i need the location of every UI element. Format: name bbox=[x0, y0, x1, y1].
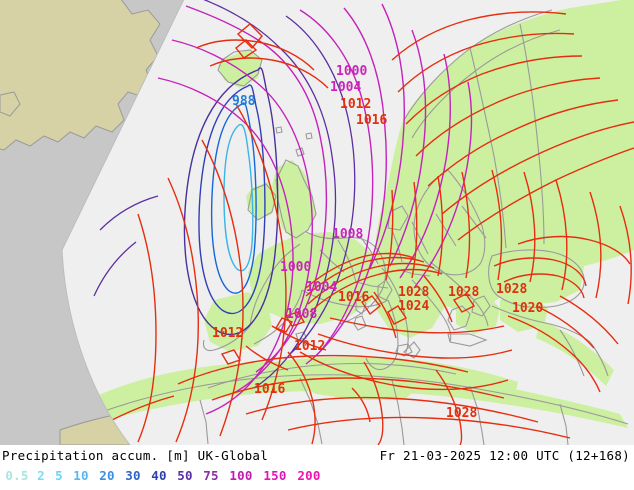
scale-tick-5: 5 bbox=[55, 468, 63, 483]
scale-tick-150: 150 bbox=[263, 468, 287, 483]
coastlines bbox=[95, 9, 629, 445]
isobar-label: 1004 bbox=[330, 80, 361, 95]
scale-tick-200: 200 bbox=[297, 468, 321, 483]
isobar-label: 1004 bbox=[306, 280, 337, 295]
scale-tick-40: 40 bbox=[151, 468, 167, 483]
isobar-label: 1016 bbox=[338, 290, 369, 305]
isobar-label: 1016 bbox=[356, 113, 387, 128]
isobar-label: 1028 bbox=[398, 285, 429, 300]
product-label: Precipitation accum. [m] UK-Global bbox=[2, 448, 269, 463]
isobar-label: 1008 bbox=[286, 307, 317, 322]
precip-colour-scale[interactable]: 0.5 2 5 10 20 30 40 50 75 100 150 200 bbox=[2, 468, 326, 483]
scale-tick-20: 20 bbox=[99, 468, 115, 483]
map-canvas[interactable]: 988 1000 1004 1012 1016 1008 1000 1004 1… bbox=[0, 0, 634, 445]
isobar-label: 1028 bbox=[496, 282, 527, 297]
isobar-label: 1012 bbox=[212, 326, 243, 341]
run-timestamp: Fr 21-03-2025 12:00 UTC (12+168) bbox=[379, 448, 630, 463]
scale-tick-75: 75 bbox=[203, 468, 219, 483]
isobar-label: 988 bbox=[232, 94, 256, 109]
precipitation-field bbox=[92, 0, 634, 428]
isobar-label: 1020 bbox=[512, 301, 543, 316]
scale-tick-30: 30 bbox=[125, 468, 141, 483]
scale-tick-0p5: 0.5 bbox=[5, 468, 29, 483]
isobar-label: 1012 bbox=[340, 97, 371, 112]
isobar-labels: 988 1000 1004 1012 1016 1008 1000 1004 1… bbox=[212, 64, 543, 421]
isobar-label: 1012 bbox=[294, 339, 325, 354]
isobar-purple bbox=[93, 0, 356, 389]
scale-tick-50: 50 bbox=[177, 468, 193, 483]
isobar-label: 1008 bbox=[332, 227, 363, 242]
scale-tick-100: 100 bbox=[229, 468, 253, 483]
isobar-red bbox=[111, 11, 634, 445]
isobar-label: 1024 bbox=[398, 299, 429, 314]
isobar-label: 1028 bbox=[446, 406, 477, 421]
isobar-label: 1000 bbox=[336, 64, 367, 79]
scale-tick-2: 2 bbox=[37, 468, 45, 483]
scale-tick-10: 10 bbox=[73, 468, 89, 483]
domain-boundary bbox=[61, 0, 185, 445]
isobar-label: 1028 bbox=[448, 285, 479, 300]
footer-bar: Precipitation accum. [m] UK-Global Fr 21… bbox=[0, 445, 634, 490]
isobar-label: 1000 bbox=[280, 260, 311, 275]
isobar-label: 1016 bbox=[254, 382, 285, 397]
